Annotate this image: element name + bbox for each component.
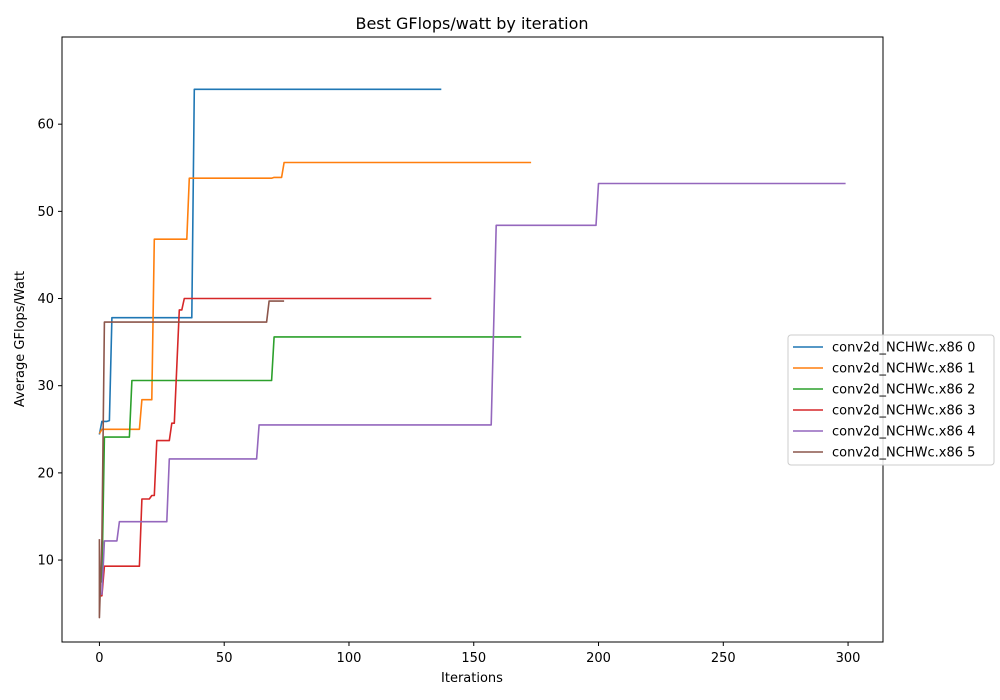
- x-axis-label: Iterations: [441, 671, 503, 686]
- x-axis: 0 50 100 150 200 250 300: [95, 642, 860, 666]
- x-tick-label: 250: [711, 651, 736, 666]
- series-line-1: [98, 161, 532, 435]
- series-line-0: [98, 88, 442, 435]
- legend-frame: [787, 334, 995, 466]
- series-line-4: [99, 182, 846, 595]
- legend-label-0: conv2d_NCHWc.x86 0: [832, 341, 975, 356]
- x-tick-label: 0: [95, 651, 103, 666]
- y-tick-label: 20: [37, 466, 54, 481]
- y-tick-label: 60: [37, 118, 54, 133]
- y-tick-label: 30: [37, 379, 54, 394]
- y-tick-label: 50: [37, 205, 54, 220]
- x-tick-label: 300: [836, 651, 861, 666]
- legend-label-5: conv2d_NCHWc.x86 5: [832, 446, 975, 461]
- x-tick-label: 100: [337, 651, 362, 666]
- series-line-2: [99, 336, 522, 583]
- legend-label-1: conv2d_NCHWc.x86 1: [832, 362, 975, 377]
- legend-label-3: conv2d_NCHWc.x86 3: [832, 404, 975, 419]
- legend-label-2: conv2d_NCHWc.x86 2: [832, 383, 975, 398]
- x-tick-label: 150: [461, 651, 486, 666]
- legend-label-4: conv2d_NCHWc.x86 4: [832, 425, 975, 440]
- x-tick-label: 50: [216, 651, 233, 666]
- x-tick-label: 200: [586, 651, 611, 666]
- series-line-5: [98, 300, 285, 619]
- y-axis: 10 20 30 40 50 60: [37, 118, 62, 569]
- chart-title: Best GFlops/watt by iteration: [355, 14, 588, 33]
- legend: conv2d_NCHWc.x86 0 conv2d_NCHWc.x86 1 conv…: [787, 334, 995, 466]
- y-tick-label: 40: [37, 292, 54, 307]
- series-layer: [98, 88, 846, 619]
- series-line-3: [99, 297, 432, 597]
- plot-area-frame: [61, 36, 884, 643]
- y-axis-label: Average GFlops/Watt: [13, 271, 28, 407]
- y-tick-label: 10: [37, 554, 54, 569]
